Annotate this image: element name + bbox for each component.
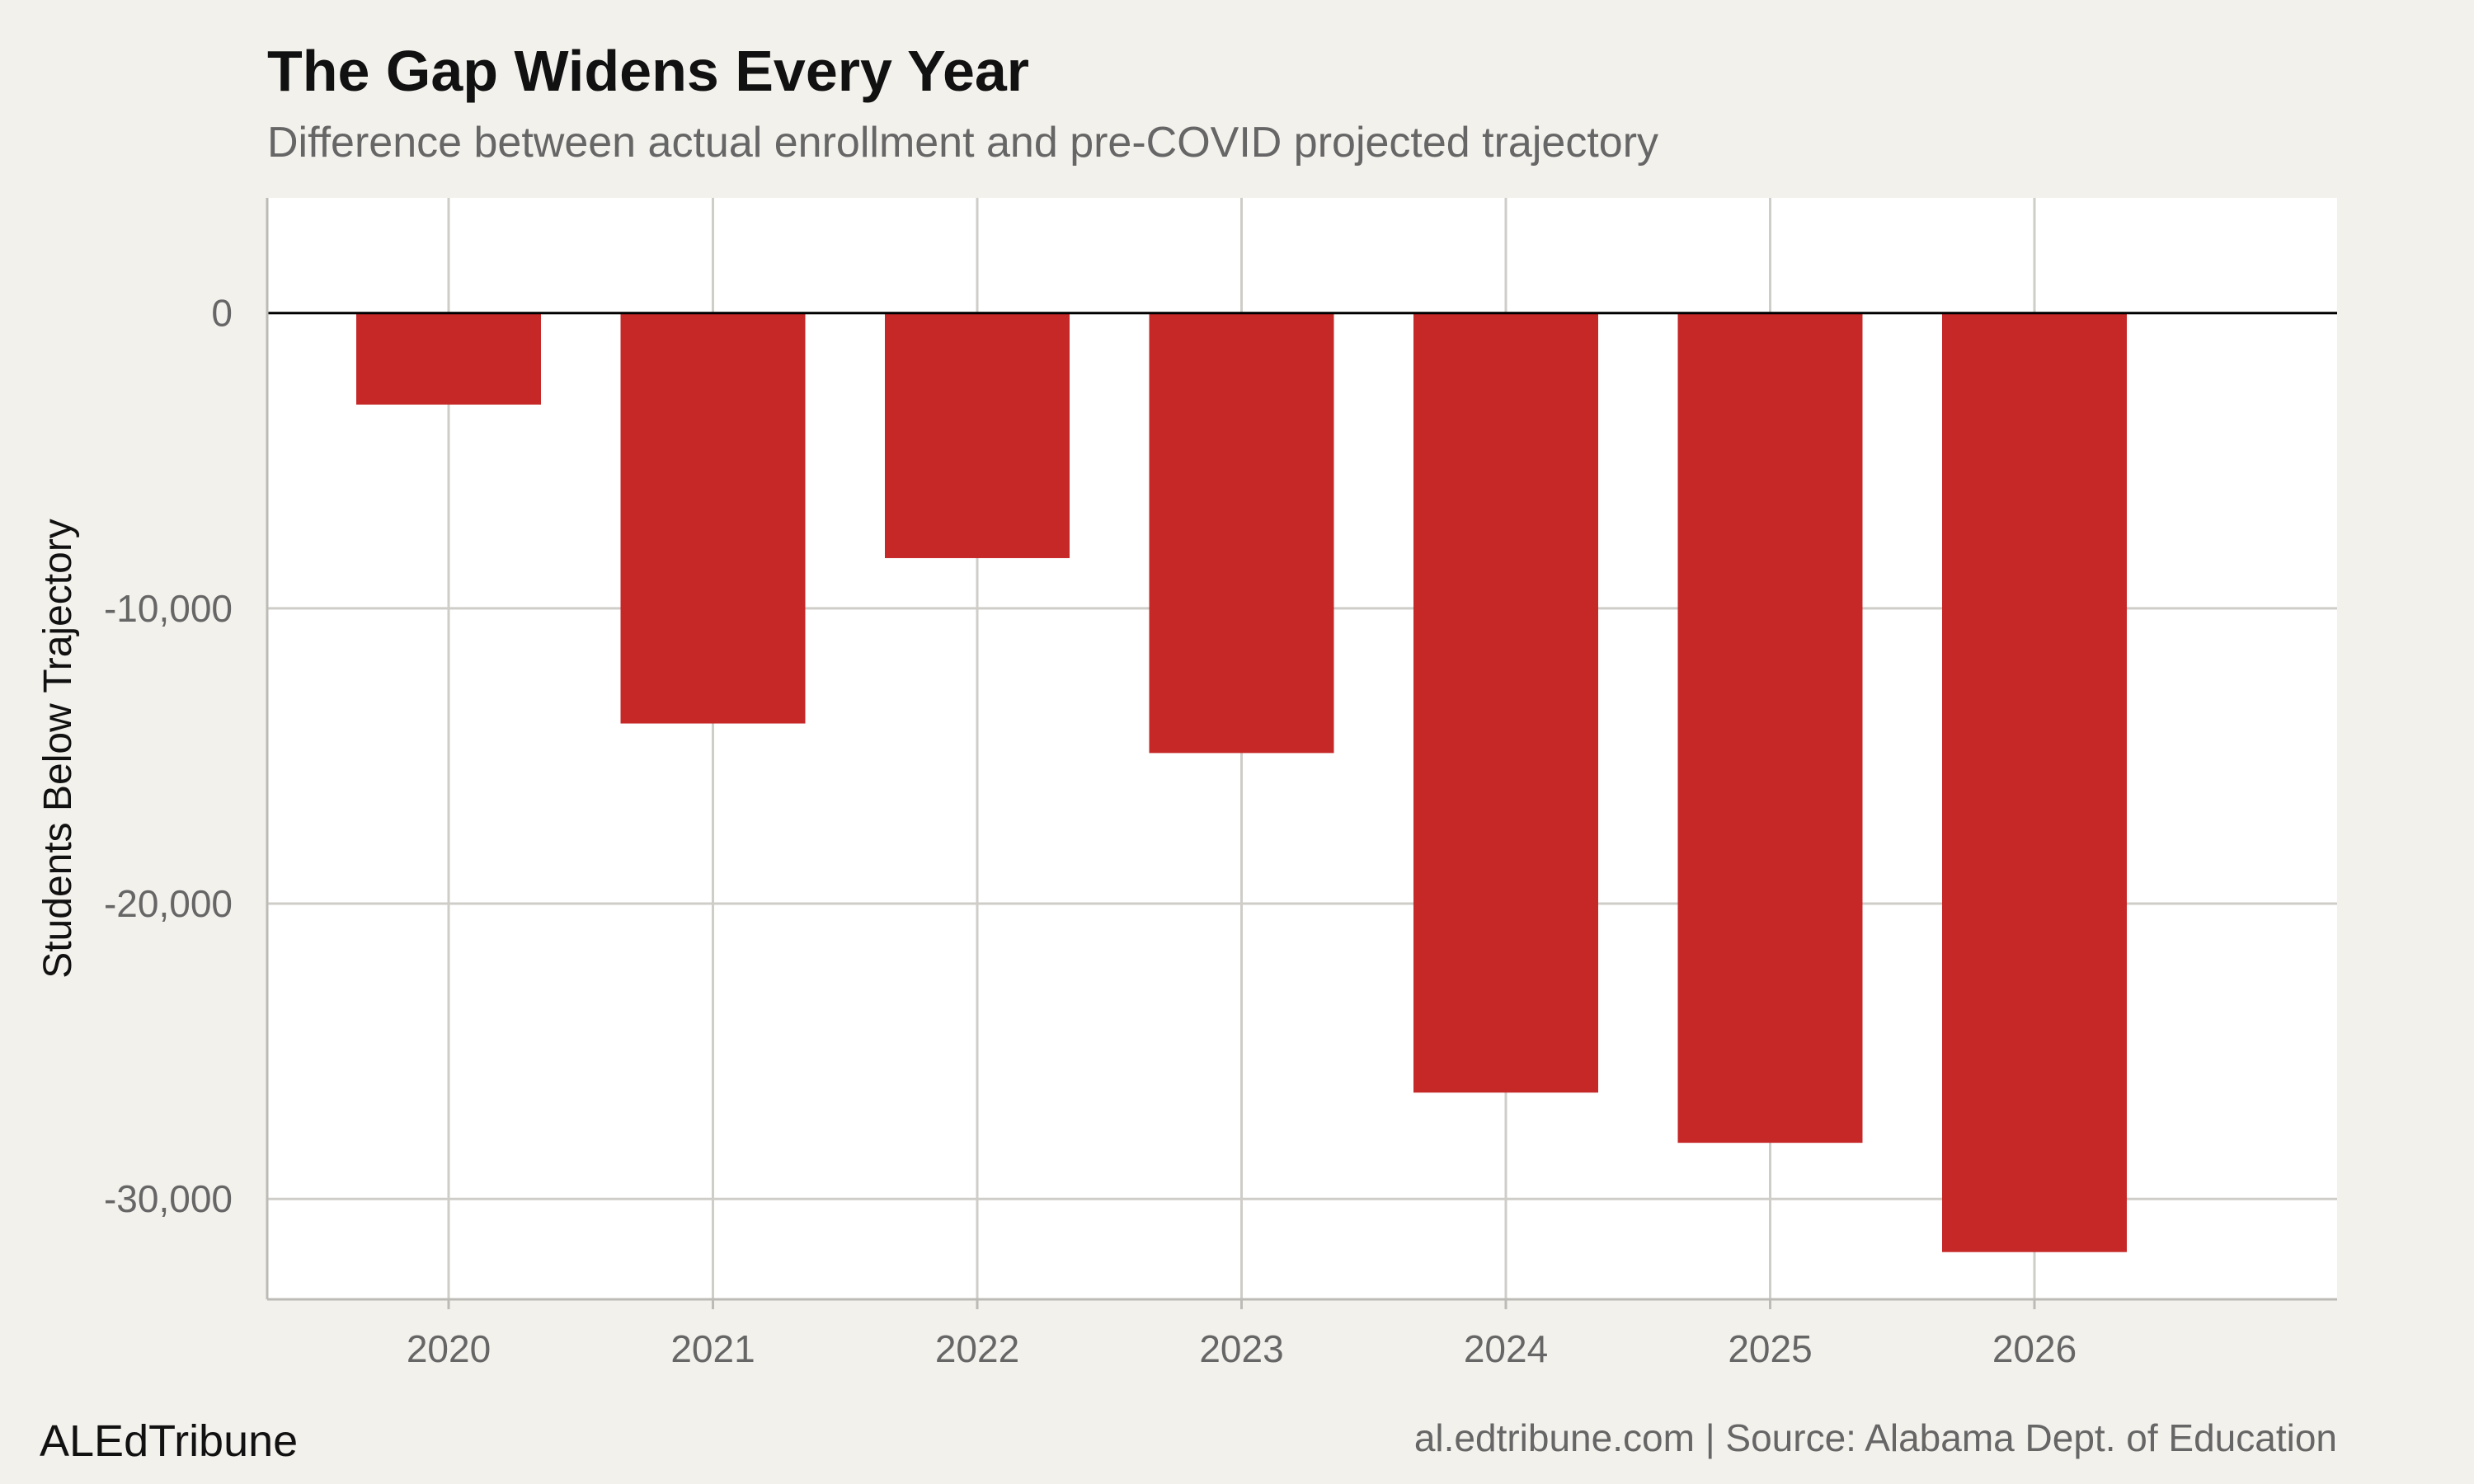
bar-2021 [620,312,806,724]
chart-title: The Gap Widens Every Year [267,39,1029,103]
bar-2022 [885,312,1070,558]
x-tick-label: 2020 [407,1327,491,1370]
y-axis-title: Students Below Trajectory [36,519,80,979]
y-tick-label: -30,000 [104,1177,233,1220]
x-tick-labels: 2020 2021 2022 2023 2024 2025 2026 [407,1299,2077,1370]
x-tick-label: 2022 [935,1327,1019,1370]
y-tick-labels: 0 -10,000 -20,000 -30,000 [104,292,233,1221]
bar-layer [356,312,2127,1252]
x-tick-label: 2021 [670,1327,755,1370]
bar-2024 [1413,312,1598,1093]
bar-2023 [1149,312,1334,754]
bar-2026 [1942,312,2127,1252]
bar-2020 [356,312,541,405]
x-tick-label: 2025 [1728,1327,1812,1370]
y-tick-label: -20,000 [104,882,233,925]
y-tick-label: -10,000 [104,587,233,630]
x-tick-label: 2023 [1199,1327,1283,1370]
source-credit: al.edtribune.com | Source: Alabama Dept.… [1414,1416,2337,1459]
y-tick-label: 0 [211,292,233,335]
chart-subtitle: Difference between actual enrollment and… [267,119,1658,167]
brand-logo-text: ALEdTribune [40,1416,298,1466]
bar-2025 [1677,312,1863,1144]
x-tick-label: 2026 [1992,1327,2077,1370]
x-tick-label: 2024 [1464,1327,1548,1370]
